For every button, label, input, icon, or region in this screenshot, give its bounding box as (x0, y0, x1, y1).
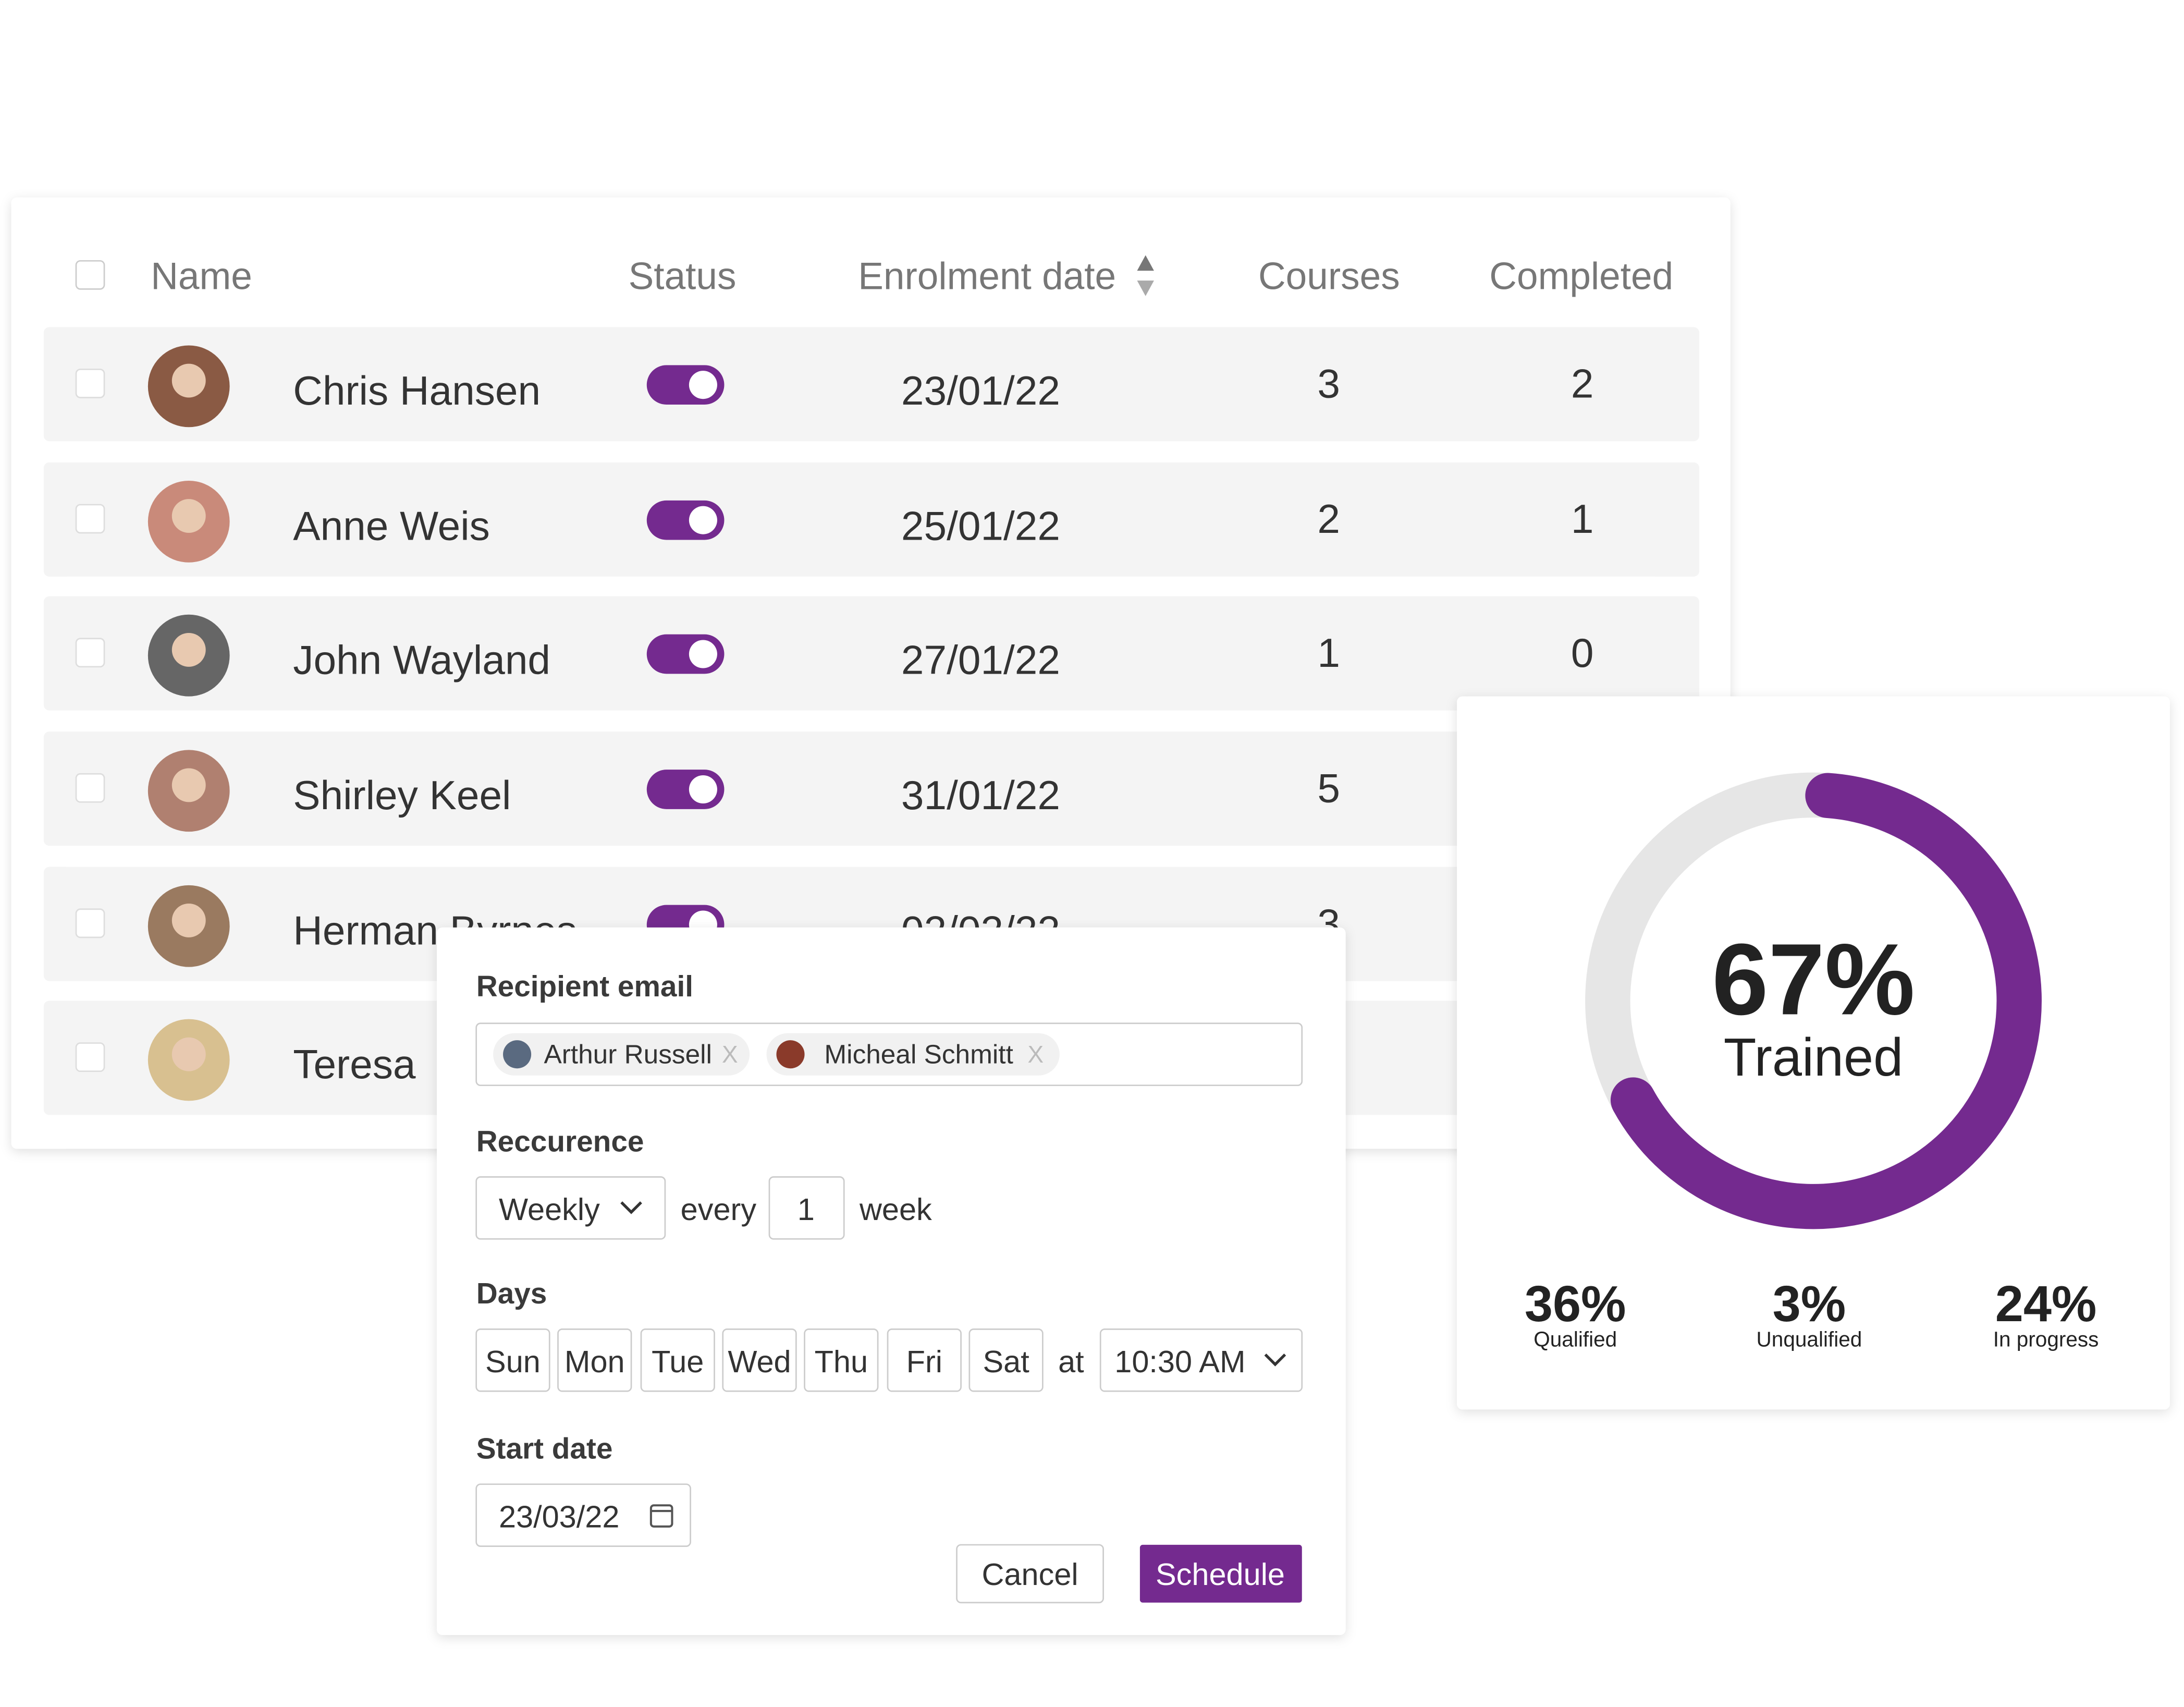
table-row (43, 731, 1700, 846)
enrolment-date: 25/01/22 (901, 503, 1060, 549)
enrolment-date: 27/01/22 (901, 637, 1060, 682)
interval-input[interactable] (768, 1176, 845, 1240)
trained-percent: 67% (1712, 923, 1915, 1036)
recipient-name: Micheal Schmitt (824, 1040, 1013, 1069)
trained-label: Trained (1724, 1027, 1903, 1087)
courses-count: 2 (1317, 496, 1340, 542)
avatar-face (171, 768, 206, 802)
field-label: Reccurence (476, 1125, 644, 1158)
time-value: 10:30 AM (1114, 1344, 1245, 1379)
student-name: Shirley Keel (293, 772, 511, 818)
stat-label: Unqualified (1757, 1327, 1862, 1351)
column-header: Completed (1489, 255, 1673, 298)
day-button[interactable] (475, 1328, 550, 1392)
at-text: at (1058, 1344, 1084, 1379)
start-date-input[interactable] (475, 1483, 691, 1547)
day-label: Tue (652, 1344, 704, 1379)
chip-remove[interactable]: X (1028, 1041, 1044, 1068)
schedule-button[interactable] (1139, 1544, 1302, 1603)
student-name: John Wayland (293, 637, 550, 682)
cancel-button[interactable] (956, 1544, 1104, 1604)
day-button[interactable] (640, 1328, 715, 1392)
stat-label: In progress (1993, 1327, 2099, 1351)
courses-count: 5 (1317, 765, 1340, 811)
student-name: Teresa (293, 1041, 416, 1087)
student-name: Anne Weis (293, 503, 490, 549)
stat-label: Qualified (1533, 1327, 1617, 1351)
field-label: Start date (476, 1433, 613, 1466)
courses-count: 3 (1317, 360, 1340, 406)
checkbox[interactable] (75, 260, 105, 290)
column-header: Status (629, 255, 737, 298)
courses-count: 1 (1317, 630, 1340, 676)
frequency-value: Weekly (499, 1192, 600, 1227)
chevron-icon (620, 1201, 642, 1214)
day-label: Sat (983, 1344, 1029, 1379)
completed-count: 2 (1571, 360, 1594, 406)
chip-avatar (776, 1040, 805, 1069)
checkbox[interactable] (75, 1042, 105, 1072)
stat-value: 3% (1773, 1275, 1846, 1332)
recipient-chip (766, 1033, 1060, 1076)
chip-remove[interactable]: X (722, 1041, 738, 1068)
column-header: Enrolment date (858, 255, 1116, 298)
unit-text: week (859, 1192, 932, 1227)
checkbox[interactable] (75, 773, 105, 803)
stat-value: 24% (1995, 1275, 2097, 1332)
day-button[interactable] (722, 1328, 797, 1392)
calendar-icon (649, 1504, 673, 1528)
checkbox[interactable] (75, 908, 105, 938)
field-label: Recipient email (476, 970, 693, 1003)
avatar-face (171, 499, 206, 533)
day-label: Mon (565, 1344, 625, 1379)
checkbox[interactable] (75, 638, 105, 668)
every-text: every (681, 1192, 757, 1227)
toggle-knob (689, 506, 717, 534)
completed-count: 1 (1571, 496, 1594, 542)
cancel-label: Cancel (981, 1557, 1078, 1592)
avatar-face (171, 1037, 206, 1071)
day-button[interactable] (804, 1328, 879, 1392)
recipient-chip (493, 1033, 750, 1076)
checkbox[interactable] (75, 504, 105, 534)
start-date-value: 23/03/22 (499, 1499, 619, 1534)
field-label: Days (476, 1277, 547, 1310)
column-header: Courses (1258, 255, 1400, 298)
day-button[interactable] (557, 1328, 632, 1392)
day-label: Wed (728, 1344, 791, 1379)
avatar-face (171, 363, 206, 398)
completed-count: 0 (1571, 630, 1594, 676)
student-name: Chris Hansen (293, 368, 541, 413)
day-button[interactable] (968, 1328, 1044, 1392)
stat-value: 36% (1525, 1275, 1626, 1332)
day-button[interactable] (887, 1328, 962, 1392)
frequency-select[interactable] (475, 1176, 666, 1240)
donut-arc (1610, 773, 2042, 1229)
sort-arrow-up[interactable] (1137, 255, 1154, 271)
day-label: Fri (906, 1344, 942, 1379)
interval-value: 1 (797, 1192, 815, 1227)
avatar-face (171, 903, 206, 937)
schedule-dialog (437, 927, 1346, 1635)
sort-arrow-down[interactable] (1137, 281, 1154, 296)
toggle-knob (689, 775, 717, 804)
day-label: Thu (815, 1344, 868, 1379)
column-header: Name (151, 255, 252, 298)
toggle-knob (689, 371, 717, 399)
avatar-face (171, 632, 206, 667)
chevron-icon (1264, 1354, 1286, 1367)
table-row (43, 596, 1700, 711)
enrolment-date: 23/01/22 (901, 368, 1060, 413)
enrolment-date: 31/01/22 (901, 772, 1060, 818)
table-row (43, 327, 1700, 442)
checkbox[interactable] (75, 369, 105, 398)
time-select[interactable] (1099, 1328, 1303, 1392)
toggle-knob (689, 640, 717, 668)
day-label: Sun (485, 1344, 541, 1379)
schedule-label: Schedule (1156, 1557, 1285, 1592)
recipient-name: Arthur Russell (544, 1040, 712, 1069)
table-row (43, 462, 1700, 577)
chip-avatar (503, 1040, 532, 1069)
